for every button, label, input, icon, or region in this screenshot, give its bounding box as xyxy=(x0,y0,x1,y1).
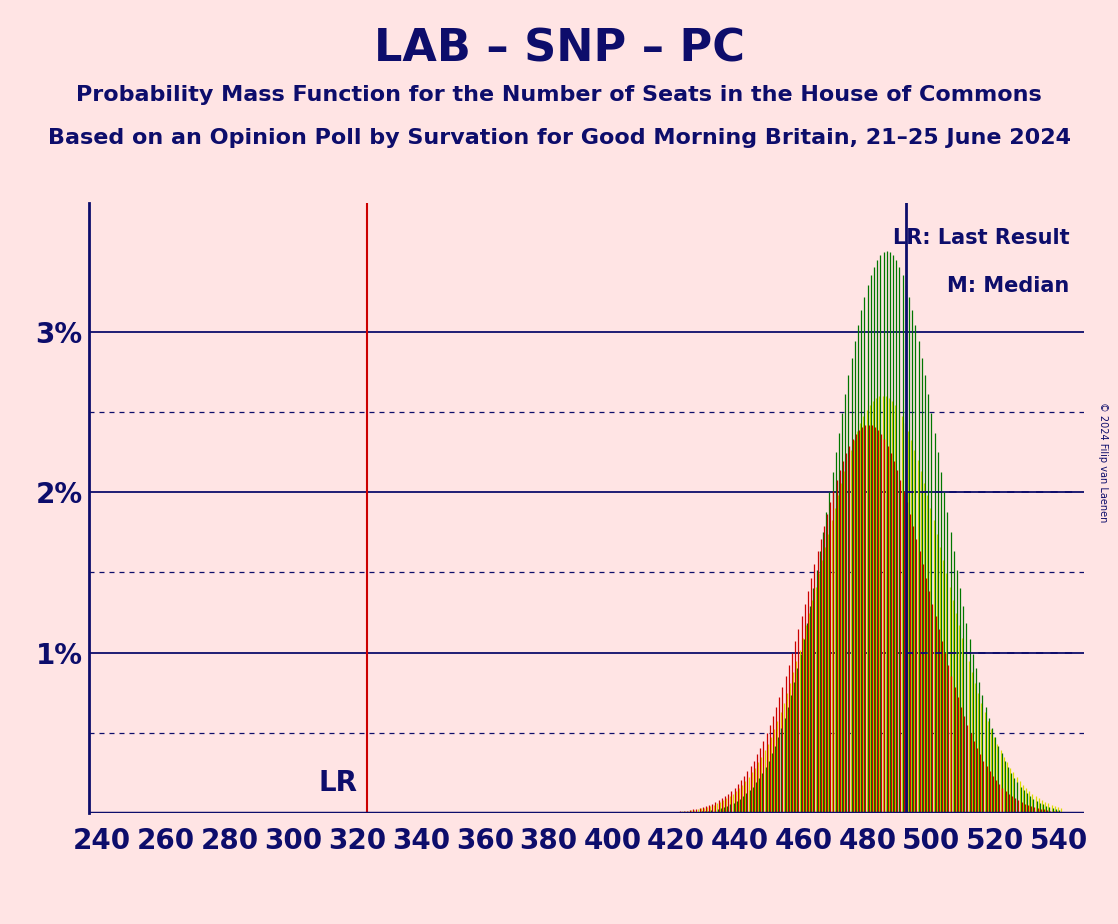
Text: LR: LR xyxy=(319,769,358,797)
Text: LR: Last Result: LR: Last Result xyxy=(893,227,1070,248)
Text: M: Median: M: Median xyxy=(947,276,1070,297)
Text: Probability Mass Function for the Number of Seats in the House of Commons: Probability Mass Function for the Number… xyxy=(76,85,1042,105)
Text: Based on an Opinion Poll by Survation for Good Morning Britain, 21–25 June 2024: Based on an Opinion Poll by Survation fo… xyxy=(47,128,1071,148)
Text: LAB – SNP – PC: LAB – SNP – PC xyxy=(373,28,745,71)
Text: © 2024 Filip van Laenen: © 2024 Filip van Laenen xyxy=(1099,402,1108,522)
